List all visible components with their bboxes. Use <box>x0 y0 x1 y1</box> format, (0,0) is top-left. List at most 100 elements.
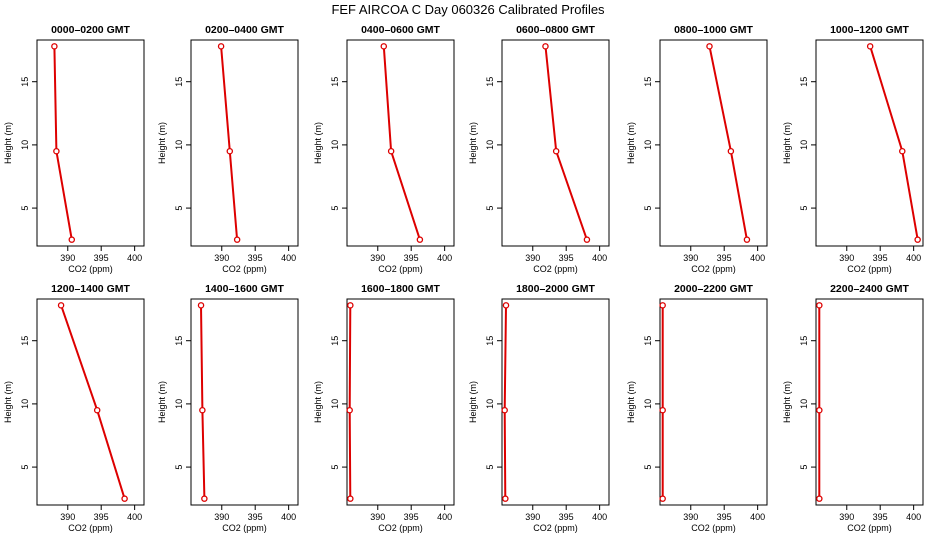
y-tick-label: 10 <box>174 140 184 150</box>
profile-line <box>348 305 352 499</box>
data-point <box>346 406 353 414</box>
x-tick-label: 400 <box>281 253 296 263</box>
y-tick-label: 10 <box>485 140 495 150</box>
plot-frame <box>659 39 768 247</box>
y-tick-label: 15 <box>643 77 653 87</box>
data-point <box>51 43 58 50</box>
plot-frame <box>190 298 299 506</box>
profile-panel: 1200–1400 GMT 390 395 400 5 10 15 CO2 (ppm) Heig… <box>3 283 145 533</box>
data-point <box>816 406 823 414</box>
plot-frame <box>501 39 610 247</box>
y-tick-label: 15 <box>643 336 653 346</box>
y-tick-label: 10 <box>799 140 809 150</box>
plot-frame <box>190 39 299 247</box>
data-point <box>659 302 666 309</box>
plot-frame <box>36 298 145 506</box>
x-tick-label: 400 <box>750 512 765 522</box>
profile-line <box>53 46 73 240</box>
profile-panel: 0800–1000 GMT 390 395 400 5 10 15 CO2 (ppm) Heig… <box>626 24 768 274</box>
profile-line <box>200 305 206 499</box>
data-point <box>727 147 735 155</box>
x-tick-label: 390 <box>839 253 854 263</box>
y-axis-label: Height (m) <box>313 122 323 164</box>
x-tick-label: 400 <box>437 253 452 263</box>
x-axis-label: CO2 (ppm) <box>68 523 113 533</box>
y-tick-label: 5 <box>485 465 495 470</box>
x-tick-label: 395 <box>404 253 419 263</box>
x-tick-label: 395 <box>94 512 109 522</box>
y-axis-label: Height (m) <box>468 381 478 423</box>
profile-panel: 0000–0200 GMT 390 395 400 5 10 15 CO2 (ppm) Heig… <box>3 24 145 274</box>
figure-title: FEF AIRCOA C Day 060326 Calibrated Profi… <box>331 2 605 17</box>
profile-line <box>708 46 748 240</box>
y-tick-label: 15 <box>330 336 340 346</box>
plot-frame <box>346 39 455 247</box>
panel-grid: 0000–0200 GMT 390 395 400 5 10 15 CO2 (ppm) Heig… <box>3 24 924 533</box>
panel-title: 0800–1000 GMT <box>674 24 753 36</box>
x-axis-label: CO2 (ppm) <box>847 523 892 533</box>
data-point <box>380 43 388 50</box>
x-tick-label: 400 <box>750 253 765 263</box>
profile-panel: 2200–2400 GMT 390 395 400 5 10 15 CO2 (ppm) Heig… <box>782 283 924 533</box>
x-tick-label: 390 <box>60 512 75 522</box>
x-tick-label: 395 <box>559 253 574 263</box>
y-tick-label: 10 <box>643 140 653 150</box>
y-tick-label: 10 <box>20 399 30 409</box>
y-tick-label: 10 <box>799 399 809 409</box>
y-axis-label: Height (m) <box>626 122 636 164</box>
x-tick-label: 400 <box>437 512 452 522</box>
plot-frame <box>659 298 768 506</box>
profile-panel: 0600–0800 GMT 390 395 400 5 10 15 CO2 (ppm) Heig… <box>468 24 610 274</box>
x-tick-label: 400 <box>592 512 607 522</box>
y-axis-label: Height (m) <box>3 122 13 164</box>
x-tick-label: 395 <box>559 512 574 522</box>
y-tick-label: 15 <box>20 77 30 87</box>
x-tick-label: 390 <box>214 253 229 263</box>
data-point <box>583 236 591 243</box>
x-tick-label: 395 <box>404 512 419 522</box>
data-point <box>502 495 509 502</box>
data-point <box>347 302 354 309</box>
data-point <box>201 495 208 502</box>
profile-panel: 1400–1600 GMT 390 395 400 5 10 15 CO2 (ppm) Heig… <box>157 283 299 533</box>
data-point <box>552 147 560 155</box>
y-tick-label: 15 <box>485 336 495 346</box>
data-point <box>866 43 874 50</box>
data-point <box>121 495 128 502</box>
y-tick-label: 10 <box>643 399 653 409</box>
panel-title: 1600–1800 GMT <box>361 283 440 295</box>
profile-line <box>869 46 919 240</box>
y-tick-label: 5 <box>174 206 184 211</box>
plot-frame <box>501 298 610 506</box>
data-point <box>57 302 65 309</box>
data-point <box>743 236 751 243</box>
y-tick-label: 15 <box>485 77 495 87</box>
y-tick-label: 10 <box>20 140 30 150</box>
y-tick-label: 15 <box>799 77 809 87</box>
data-point <box>816 302 823 309</box>
x-axis-label: CO2 (ppm) <box>222 523 267 533</box>
x-tick-label: 390 <box>214 512 229 522</box>
y-axis-label: Height (m) <box>782 122 792 164</box>
data-point <box>501 406 508 414</box>
y-tick-label: 15 <box>174 336 184 346</box>
y-tick-label: 5 <box>643 465 653 470</box>
x-tick-label: 395 <box>873 253 888 263</box>
x-tick-label: 390 <box>683 512 698 522</box>
data-point <box>233 236 241 243</box>
y-axis-label: Height (m) <box>468 122 478 164</box>
y-tick-label: 15 <box>20 336 30 346</box>
data-point <box>199 406 206 414</box>
y-axis-label: Height (m) <box>782 381 792 423</box>
profile-panel: 0200–0400 GMT 390 395 400 5 10 15 CO2 (ppm) Heig… <box>157 24 299 274</box>
plot-frame <box>36 39 145 247</box>
x-axis-label: CO2 (ppm) <box>691 264 736 274</box>
profile-line <box>220 46 239 240</box>
x-tick-label: 390 <box>525 512 540 522</box>
x-axis-label: CO2 (ppm) <box>691 523 736 533</box>
y-tick-label: 5 <box>799 465 809 470</box>
y-tick-label: 10 <box>485 399 495 409</box>
y-tick-label: 5 <box>485 206 495 211</box>
y-axis-label: Height (m) <box>157 122 167 164</box>
